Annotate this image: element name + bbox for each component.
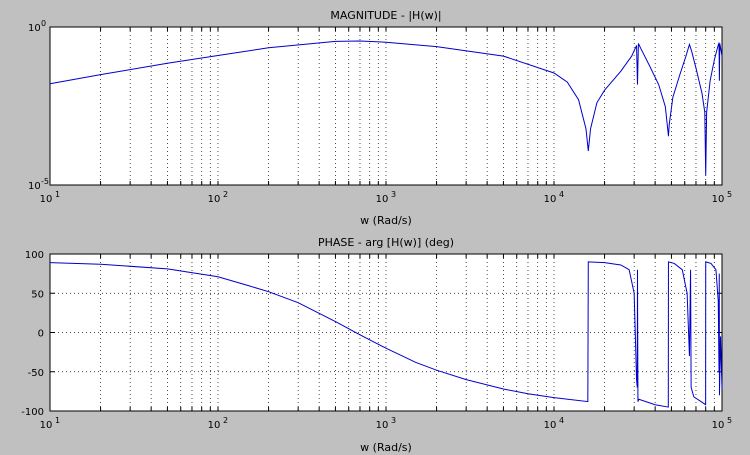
phase-y-tick-label: 50 <box>31 289 44 300</box>
magnitude-x-tick-exponent: 1 <box>55 190 60 199</box>
magnitude-y-tick-exponent: 0 <box>41 19 46 28</box>
phase-x-tick-exponent: 3 <box>391 416 396 425</box>
magnitude-x-tick-label: 10 <box>712 194 725 205</box>
phase-x-tick-label: 10 <box>376 420 389 431</box>
magnitude-x-tick-label: 10 <box>40 194 53 205</box>
magnitude-x-tick-label: 10 <box>376 194 389 205</box>
magnitude-y-tick-exponent: -5 <box>41 177 49 186</box>
phase-x-tick-exponent: 4 <box>559 416 564 425</box>
magnitude-xlabel: w (Rad/s) <box>360 214 412 227</box>
phase-y-tick-label: -100 <box>21 407 44 418</box>
magnitude-series-line <box>49 40 723 176</box>
phase-grid <box>50 254 722 411</box>
phase-y-tick-label: 100 <box>25 250 44 261</box>
magnitude-y-tick-label: 10 <box>28 181 41 192</box>
magnitude-y-tick-label: 10 <box>28 23 41 34</box>
magnitude-title: MAGNITUDE - |H(w)| <box>330 9 441 22</box>
phase-y-tick-label: -50 <box>28 368 44 379</box>
magnitude-x-tick-label: 10 <box>544 194 557 205</box>
phase-x-tick-label: 10 <box>544 420 557 431</box>
magnitude-x-tick-exponent: 4 <box>559 190 564 199</box>
magnitude-x-tick-exponent: 3 <box>391 190 396 199</box>
phase-x-tick-exponent: 5 <box>727 416 732 425</box>
magnitude-x-tick-exponent: 2 <box>223 190 228 199</box>
phase-series-line <box>49 261 723 408</box>
phase-x-tick-label: 10 <box>208 420 221 431</box>
magnitude-x-tick-label: 10 <box>208 194 221 205</box>
magnitude-x-tick-exponent: 5 <box>727 190 732 199</box>
phase-xlabel: w (Rad/s) <box>360 441 412 454</box>
phase-x-tick-label: 10 <box>712 420 725 431</box>
phase-y-tick-label: 0 <box>38 329 44 340</box>
magnitude-axes-background <box>49 26 723 186</box>
phase-x-tick-label: 10 <box>40 420 53 431</box>
phase-x-tick-exponent: 2 <box>223 416 228 425</box>
phase-title: PHASE - arg [H(w)] (deg) <box>318 236 454 249</box>
phase-x-tick-exponent: 1 <box>55 416 60 425</box>
